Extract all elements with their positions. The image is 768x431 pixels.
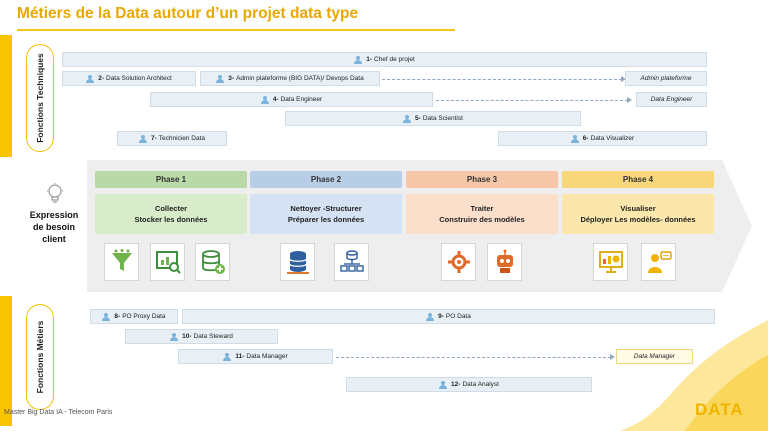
phase-2-body: Nettoyer -Structurer Préparer les donnée…: [250, 194, 402, 234]
dashed-arrow: [336, 354, 615, 360]
chart-search-icon: [150, 243, 185, 281]
role-po-data: 9- PO Data: [182, 309, 715, 324]
role-num: 2-: [98, 75, 104, 82]
phase-3-line: Traiter: [470, 204, 494, 213]
person-icon: [403, 114, 412, 123]
role-num: 12-: [451, 381, 461, 388]
expression-line: client: [42, 234, 66, 244]
role-label: Admin plateforme (BIG DATA)/ Devops Data: [236, 75, 364, 82]
phase-1-line: Collecter: [154, 204, 188, 213]
role-data-visualizer: 6- Data Visualizer: [498, 131, 707, 146]
role-num: 5-: [415, 115, 421, 122]
role-num: 10-: [182, 333, 192, 340]
phase-4-line: Déployer Les modèles- données: [580, 215, 696, 224]
phase-1-body: Collecter Stocker les données: [95, 194, 247, 234]
person-icon: [102, 312, 111, 321]
role-num: 11-: [235, 353, 245, 360]
label-fonctions-techniques-text: Fonctions Techniques: [35, 53, 45, 143]
role-admin-plateforme-extension: Admin plateforme: [625, 71, 707, 86]
role-label: Chef de projet: [373, 56, 415, 63]
page-title: Métiers de la Data autour d’un projet da…: [17, 5, 359, 22]
role-data-engineer: 4- Data Engineer: [150, 92, 433, 107]
phase-2-header: Phase 2: [250, 171, 402, 188]
phase-1-header: Phase 1: [95, 171, 247, 188]
role-num: 6-: [582, 135, 589, 142]
gear-processing-icon: [441, 243, 476, 281]
phase-3-body: Traiter Construire des modèles: [406, 194, 558, 234]
person-icon: [570, 134, 579, 143]
role-label: Data Scientist: [422, 115, 463, 122]
role-label: PO Data: [445, 313, 471, 320]
person-icon: [223, 352, 232, 361]
person-icon: [354, 55, 363, 64]
phase-4-line: Visualiser: [620, 204, 656, 213]
dashboard-icon: [593, 243, 628, 281]
role-data-steward: 10- Data Steward: [125, 329, 278, 344]
role-num: 3-: [228, 75, 235, 82]
phase-4-header: Phase 4: [562, 171, 714, 188]
role-data-manager-extension: Data Manager: [616, 349, 693, 364]
dashed-arrow: [382, 76, 626, 82]
person-icon: [170, 332, 179, 341]
expression-de-besoin: Expression de besoin client: [22, 209, 86, 245]
role-label: Data Analyst: [462, 381, 499, 388]
role-data-engineer-extension: Data Engineer: [636, 92, 707, 107]
data-logo: DATA: [695, 400, 744, 419]
data-structure-icon: [334, 243, 369, 281]
label-fonctions-metiers-text: Fonctions Métiers: [35, 320, 45, 394]
role-num: 7-: [150, 135, 157, 142]
role-label: Data Steward: [193, 333, 233, 340]
robot-icon: [487, 243, 522, 281]
person-icon: [216, 74, 225, 83]
phase-3-line: Construire des modèles: [439, 215, 525, 224]
database-icon: [280, 243, 315, 281]
process-arrow-tip: [722, 160, 752, 292]
role-data-manager: 11- Data Manager: [178, 349, 333, 364]
phase-3-header: Phase 3: [406, 171, 558, 188]
role-technicien-data: 7- Technicien Data: [117, 131, 227, 146]
role-num: 8-: [114, 313, 121, 320]
role-chef-de-projet: 1- Chef de projet: [62, 52, 707, 67]
decorative-wave: [620, 320, 768, 431]
person-icon: [86, 74, 95, 83]
label-fonctions-techniques: Fonctions Techniques: [26, 44, 54, 152]
accent-bar-top: [0, 35, 12, 157]
role-data-analyst: 12- Data Analyst: [346, 377, 592, 392]
database-add-icon: [195, 243, 230, 281]
phase-2-line: Nettoyer -Structurer: [290, 204, 362, 213]
role-label: Data Engineer: [280, 96, 323, 103]
role-label: Technicien Data: [158, 135, 206, 142]
accent-bar-bottom: [0, 296, 12, 426]
role-data-solution-architect: 2- Data Solution Architect: [62, 71, 196, 86]
person-icon: [260, 95, 269, 104]
role-num: 1-: [366, 56, 372, 63]
label-fonctions-metiers: Fonctions Métiers: [26, 304, 54, 410]
role-data-scientist: 5- Data Scientist: [285, 111, 581, 126]
role-label: Data Visualizer: [590, 135, 635, 142]
expression-line: Expression: [29, 210, 79, 220]
phase-2-line: Préparer les données: [287, 215, 365, 224]
lightbulb-icon: [47, 183, 63, 203]
role-num: 4-: [272, 96, 279, 103]
person-icon: [426, 312, 435, 321]
funnel-icon: [104, 243, 139, 281]
role-po-proxy-data: 8- PO Proxy Data: [90, 309, 178, 324]
role-label: PO Proxy Data: [122, 313, 166, 320]
title-underline: [17, 29, 455, 31]
role-label: Data Manager: [246, 353, 288, 360]
role-admin-plateforme: 3- Admin plateforme (BIG DATA)/ Devops D…: [200, 71, 380, 86]
expression-line: de besoin: [32, 222, 75, 232]
dashed-arrow: [436, 97, 632, 103]
phase-4-body: Visualiser Déployer Les modèles- données: [562, 194, 714, 234]
person-icon: [138, 134, 147, 143]
footer-text: Master Big Data IA - Telecom Paris: [4, 409, 113, 416]
role-num: 9-: [438, 313, 444, 320]
presenter-icon: [641, 243, 676, 281]
role-label: Data Solution Architect: [106, 75, 172, 82]
phase-1-line: Stocker les données: [134, 215, 208, 224]
person-icon: [439, 380, 448, 389]
